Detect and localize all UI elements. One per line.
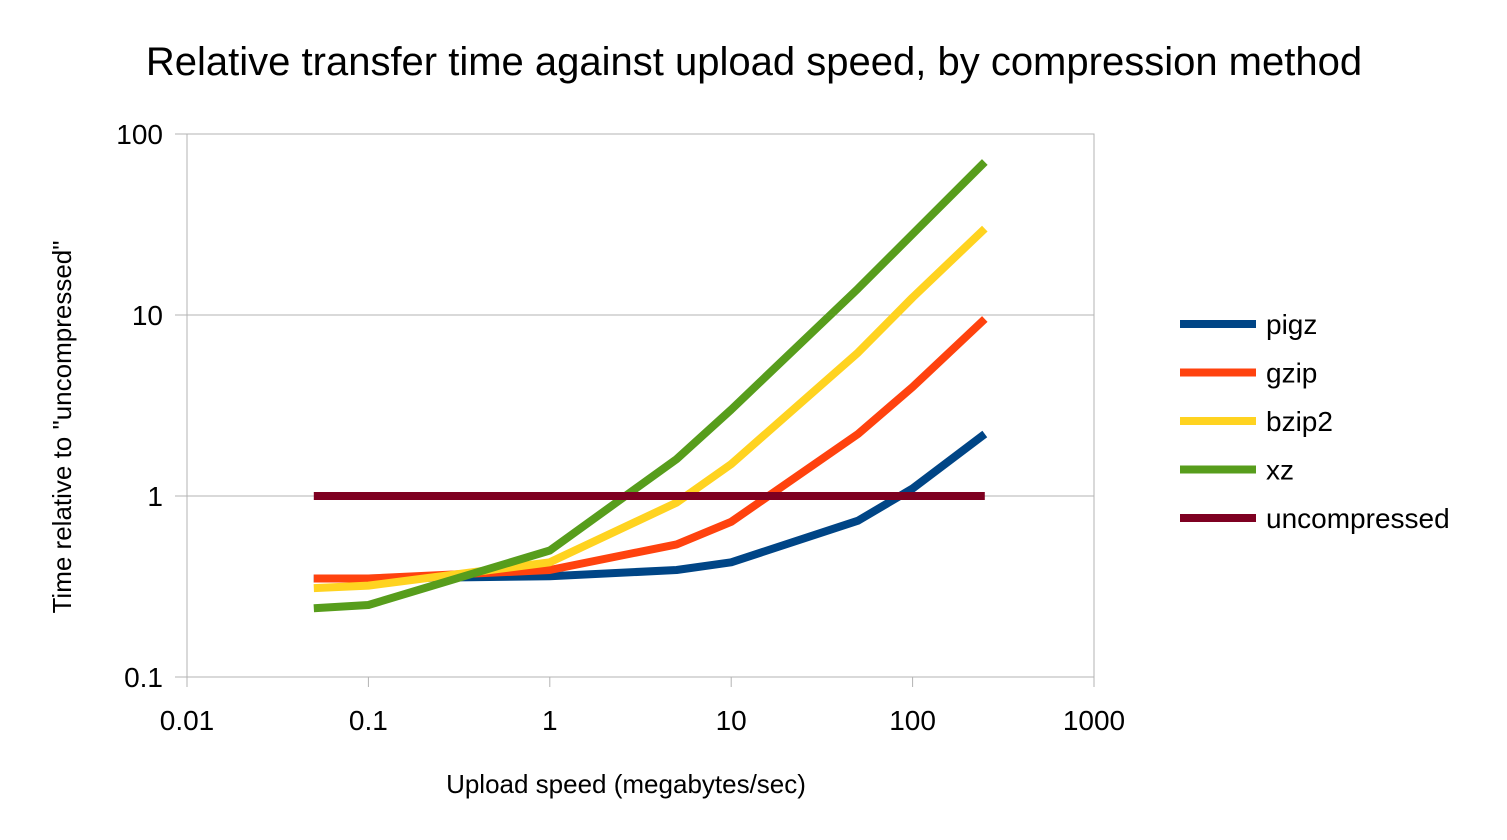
legend-label-pigz: pigz <box>1266 309 1317 340</box>
legend-label-xz: xz <box>1266 455 1294 486</box>
legend-label-bzip2: bzip2 <box>1266 406 1333 437</box>
x-tick-label: 10 <box>716 705 747 736</box>
series-lines <box>313 159 988 613</box>
x-tick-label: 1000 <box>1063 705 1125 736</box>
x-tick-label: 100 <box>889 705 936 736</box>
y-axis-label: Time relative to "uncompressed" <box>47 241 77 614</box>
y-tick-label: 100 <box>116 119 163 150</box>
y-tick-label: 1 <box>147 481 163 512</box>
x-axis-label: Upload speed (megabytes/sec) <box>446 769 806 799</box>
series-line-xz <box>313 159 988 613</box>
y-tick-label: 10 <box>132 300 163 331</box>
legend: pigz gzip bzip2 xz uncompressed <box>1180 309 1450 534</box>
x-tick-label: 0.01 <box>160 705 215 736</box>
x-tick-label: 1 <box>542 705 558 736</box>
legend-label-uncompressed: uncompressed <box>1266 503 1450 534</box>
plot-area <box>186 133 1095 678</box>
chart-title: Relative transfer time against upload sp… <box>146 40 1362 84</box>
plot-border <box>186 133 1095 678</box>
x-axis: 0.01 0.1 1 10 100 1000 <box>160 677 1125 736</box>
legend-label-gzip: gzip <box>1266 358 1317 389</box>
y-axis: 0.1 1 10 100 <box>116 119 187 693</box>
series-line-bzip2 <box>313 225 988 593</box>
y-tick-label: 0.1 <box>124 662 163 693</box>
series-line-gzip <box>313 316 988 583</box>
series-line-pigz <box>313 430 988 583</box>
x-tick-label: 0.1 <box>349 705 388 736</box>
